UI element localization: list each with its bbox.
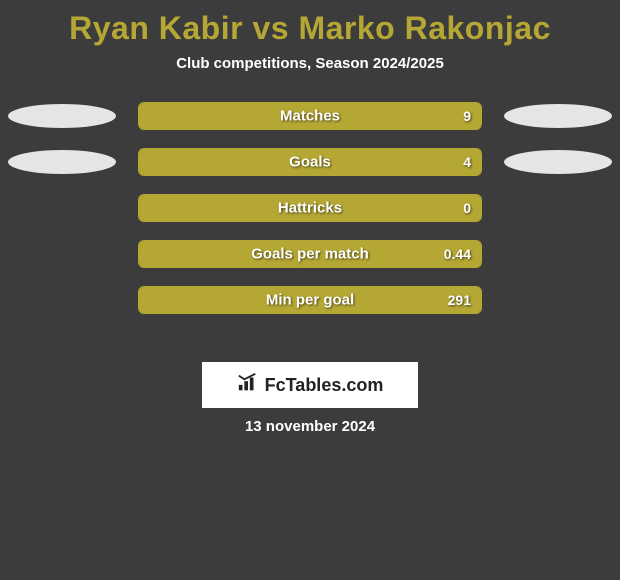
stats-section: Matches9Goals4Hattricks0Goals per match0… [0,102,620,314]
stat-label: Matches [139,108,481,125]
stat-value: 291 [448,292,471,308]
stat-label: Goals [139,154,481,171]
footer-date: 13 november 2024 [0,418,620,435]
stat-bar: Goals4 [138,148,482,176]
stat-row: Goals per match0.44 [0,240,620,268]
stat-bar: Goals per match0.44 [138,240,482,268]
stat-row: Min per goal291 [0,286,620,314]
page-title: Ryan Kabir vs Marko Rakonjac [0,10,620,47]
stat-value: 4 [463,154,471,170]
stat-row: Hattricks0 [0,194,620,222]
stat-bar: Hattricks0 [138,194,482,222]
player-right-marker [504,104,612,128]
stat-value: 0 [463,200,471,216]
comparison-card: Ryan Kabir vs Marko Rakonjac Club compet… [0,10,620,580]
stat-label: Goals per match [139,246,481,263]
stat-row: Matches9 [0,102,620,130]
stat-bar: Matches9 [138,102,482,130]
stat-value: 9 [463,108,471,124]
stat-row: Goals4 [0,148,620,176]
stat-label: Hattricks [139,200,481,217]
bar-chart-icon [237,372,259,399]
logo-box[interactable]: FcTables.com [202,362,418,408]
player-left-marker [8,104,116,128]
stat-label: Min per goal [139,292,481,309]
stat-value: 0.44 [444,246,471,262]
logo-text: FcTables.com [265,375,384,396]
stat-bar: Min per goal291 [138,286,482,314]
subtitle: Club competitions, Season 2024/2025 [0,55,620,72]
player-left-marker [8,150,116,174]
player-right-marker [504,150,612,174]
